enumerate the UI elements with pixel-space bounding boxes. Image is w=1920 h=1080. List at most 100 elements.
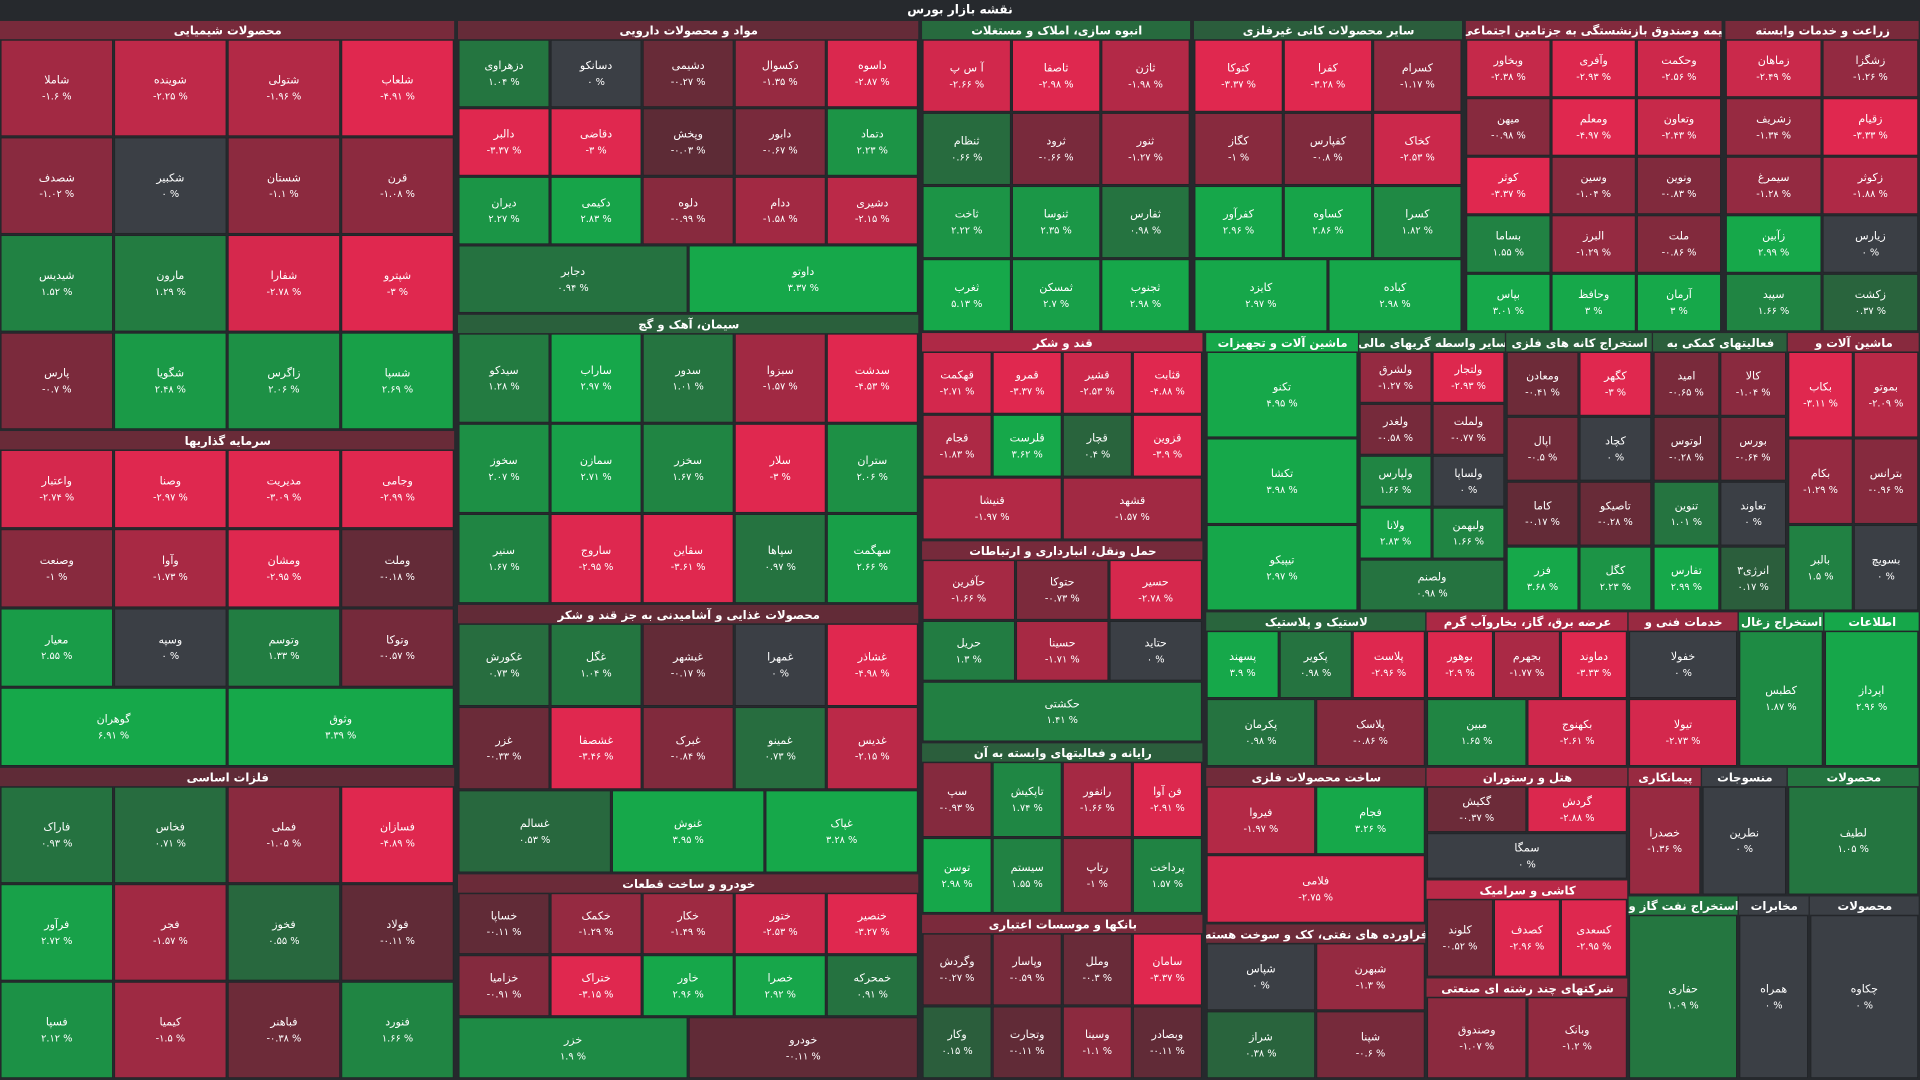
tile [1063,838,1132,913]
tile-value: -۲.۷۵ % [1298,893,1333,904]
tile-value: ۰ % [1877,571,1895,582]
tile-name: فجام [1359,806,1382,819]
tile [1637,40,1721,97]
tile-value: -۳.۳۳ % [1576,668,1611,679]
tile-name: خکار [676,909,699,922]
tile-value: -۲.۹۵ % [579,562,614,573]
tile-value: ۰ % [1147,654,1165,665]
tile-value: ۴.۹۵ % [1266,398,1297,409]
tile [1629,787,1700,895]
tile [689,1017,918,1078]
tile-name: دقاضی [580,128,612,141]
tile [0,450,113,528]
tile [114,787,227,883]
sector: ماشین آلات و بموتو -۲.۰۹ % بکاب -۳.۱۱ % بتران… [1787,333,1919,611]
sector-header [1426,612,1628,631]
sector-header [1206,612,1426,631]
tile-value: ۱.۶۶ % [1453,537,1484,548]
tile [458,40,550,107]
tile [1551,215,1636,273]
tile [114,235,227,332]
tile [922,415,992,477]
tile-value: -۲.۱۵ % [855,752,890,763]
tile-value: ۱.۰۱ % [673,382,704,393]
tile-value: -۲.۴۳ % [1662,131,1697,142]
tile [341,40,454,136]
tile-value: ۰.۹۸ % [1416,589,1447,600]
tile-name: کتوکا [1227,61,1251,74]
tile-value: ۰.۹۳ % [41,838,72,849]
tile-value: -۰.۹۹ % [671,214,706,225]
tile-value: -۰.۳۳ % [487,752,522,763]
tile-value: -۰.۲۸ % [1598,517,1633,528]
tile-value: ۰ % [162,651,180,662]
tile-name: فملی [272,821,296,834]
tile-name: شتولی [269,74,300,87]
sector: بانکها و موسسات اعتباری سامان -۳.۳۷ % وملل -… [922,914,1203,1078]
tile [1810,915,1918,1078]
sector: زراعت و خدمات وابسته زشگزا -۱.۲۶ % زماهان -۲… [1725,20,1919,331]
tile [1207,525,1358,611]
tile-name: سپاها [768,544,793,557]
tile [1739,915,1808,1078]
tile-name: غزر [494,734,512,747]
tile-name: وحافظ [1578,288,1609,301]
tile [1854,525,1918,611]
tile [735,893,826,954]
tile-name: قشهد [1119,494,1145,507]
tile-value: ۰.۶۶ % [951,153,982,164]
sector-header [1506,333,1652,352]
tile-name: بجهرم [1513,650,1541,663]
tile [1702,787,1786,895]
tile [1653,547,1719,611]
tile [1360,352,1432,403]
tile-name: کفرا [1318,61,1339,74]
tile [0,40,113,136]
tile [827,40,918,107]
tile-name: سبزوا [767,364,794,377]
tile-value: -۲.۹۷ % [153,493,188,504]
tile-value: ۱.۰۹ % [1667,1000,1698,1011]
tile [1284,186,1372,258]
sector-title: شرکتهای چند رشته ای صنعتی [1441,981,1614,996]
tile-value: -۰.۱۷ % [671,668,706,679]
tile-name: سهگمت [854,544,892,557]
tile-name: فیروا [1249,806,1272,819]
tile-value: ۱.۴۱ % [1047,715,1078,726]
sector: سایر محصولات کانی غیرفلزی کسرام -۱.۱۷ % کفر… [1193,20,1463,331]
tile [1507,482,1579,546]
sector-title: محصولات [1838,899,1893,914]
tile-name: ثنوسا [1044,208,1069,221]
tile-value: ۰ % [1460,485,1478,496]
tile-name: وگردش [940,955,975,968]
sector-header [1206,924,1426,943]
tile [1360,456,1432,507]
sector-title: ساخت محصولات فلزی [1252,771,1381,786]
tile-name: کباده [1384,281,1407,294]
tile-value: ۰.۹۱ % [857,989,888,1000]
tile-value: -۱.۱۷ % [1400,79,1435,90]
tile-value: ۱.۷۴ % [1012,803,1043,814]
tile-name: دشیری [856,196,888,209]
tile-name: کطبس [1765,684,1797,697]
tile-value: -۱.۲۸ % [1756,189,1791,200]
tile-value: -۲.۷۴ % [39,493,74,504]
tile-name: شصدف [39,171,75,184]
sector-header [1628,612,1738,631]
tile-name: کایزد [1250,281,1273,294]
tile [114,40,227,136]
tile [922,933,992,1005]
tile [993,762,1062,837]
tile-value: -۰.۹۶ % [1869,485,1904,496]
tile-name: تیپیکو [1269,553,1295,566]
tile-name: ولساپا [1454,467,1482,480]
tile [1739,631,1823,766]
tile-name: وصندوق [1458,1023,1496,1036]
tile [1063,415,1132,477]
sector-header [1359,333,1505,352]
tile-name: مدیریت [267,475,302,488]
sector-title: کاشی و سرامیک [1479,883,1575,898]
tile-value: ۰.۳۷ % [1855,306,1886,317]
tile-name: وملل [1086,955,1109,968]
tile [1063,933,1132,1005]
